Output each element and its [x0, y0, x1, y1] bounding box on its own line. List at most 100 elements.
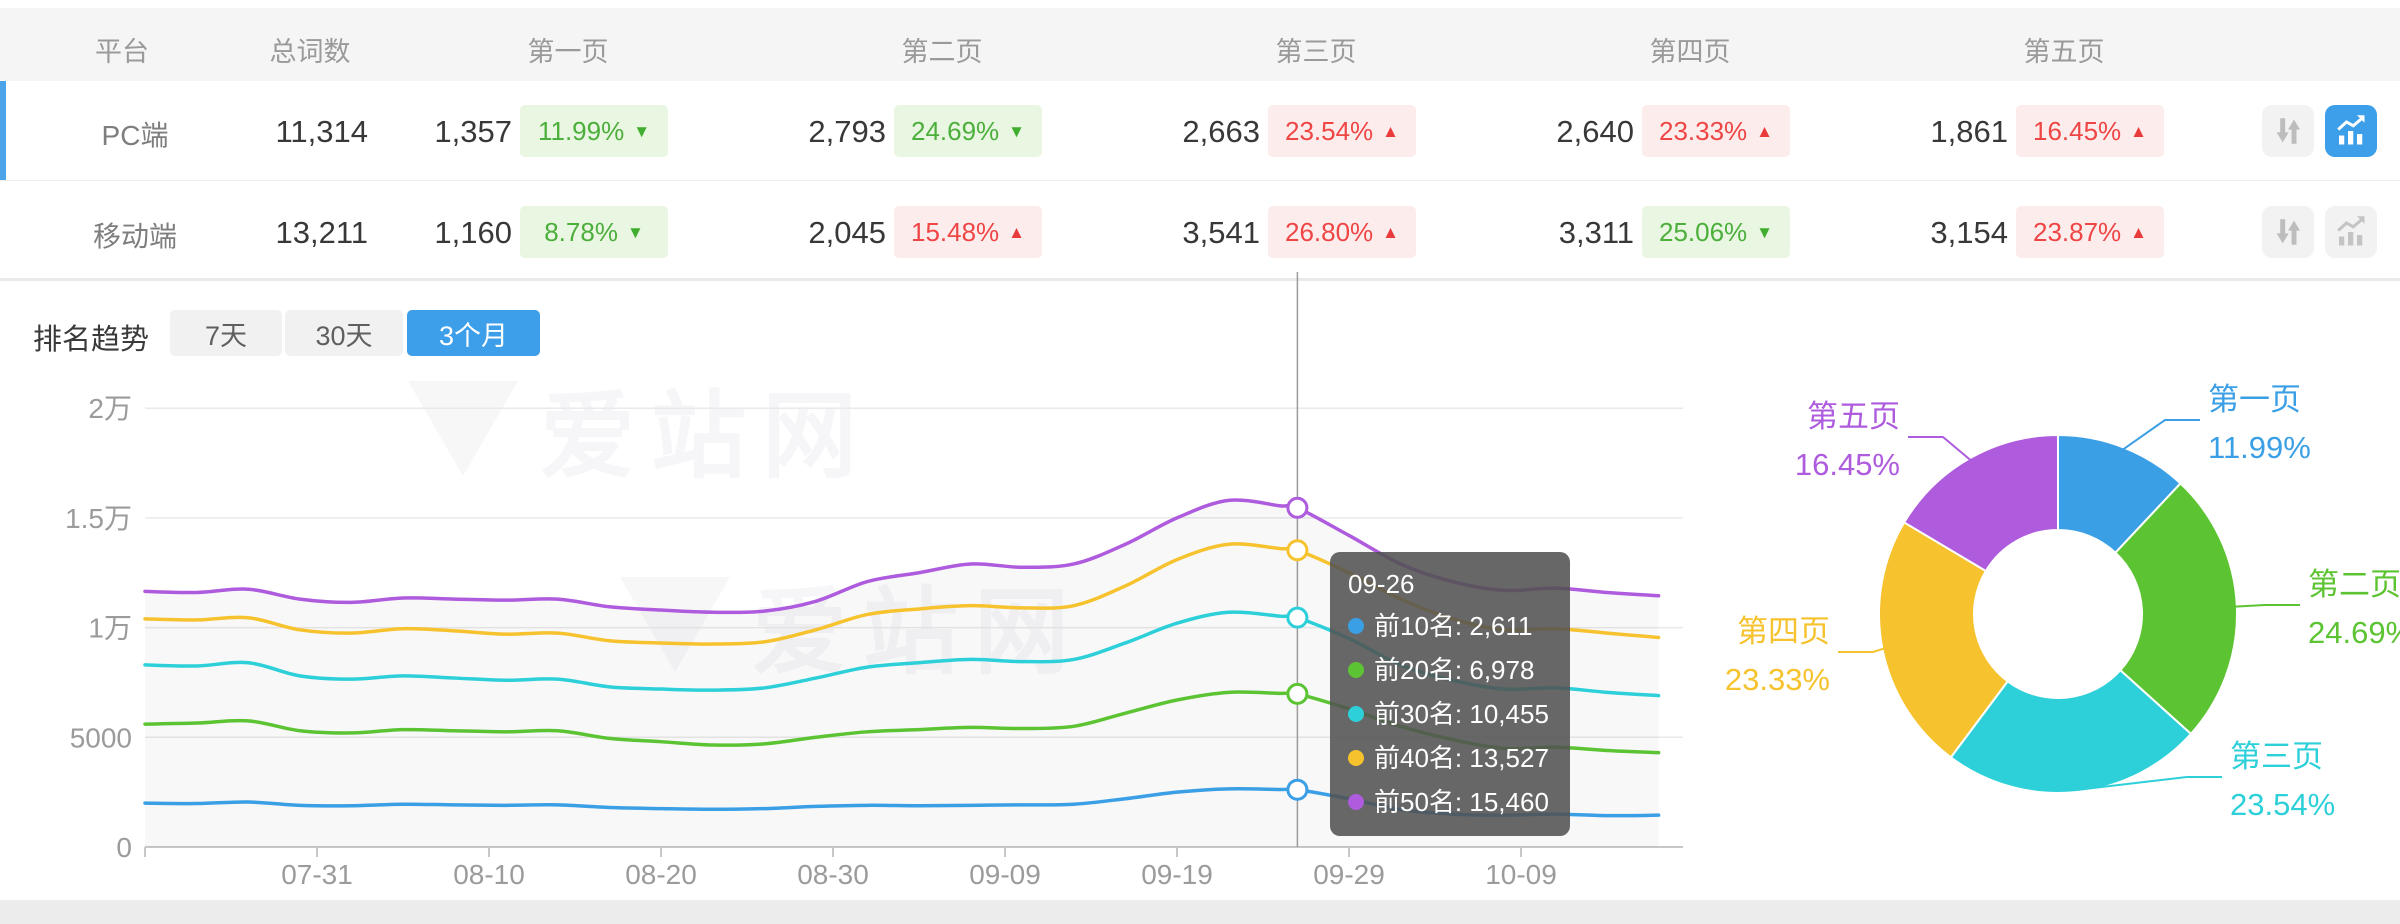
- svg-text:08-20: 08-20: [625, 859, 697, 890]
- page4-change-badge: 25.06% ▼: [1642, 206, 1790, 258]
- col-header-page5: 第五页: [2023, 37, 2105, 67]
- change-pct: 23.33%: [1658, 115, 1748, 146]
- trend-chart-icon: [2337, 115, 2365, 145]
- trend-arrow-icon: ▼: [1756, 222, 1773, 242]
- sort-arrows-icon: [2276, 219, 2301, 245]
- sort-arrows-icon: [2276, 118, 2301, 144]
- trend-chart-icon: [2337, 216, 2365, 246]
- page1-change-badge: 11.99% ▼: [520, 105, 668, 157]
- change-pct: 11.99%: [537, 115, 625, 146]
- tooltip-value: 10,455: [1469, 699, 1549, 729]
- svg-text:10-09: 10-09: [1485, 859, 1557, 890]
- col-header-page3: 第三页: [1275, 37, 1357, 67]
- page2-change-badge: 15.48% ▲: [894, 206, 1042, 258]
- table-row-pc[interactable]: PC端 11,314 1,357 11.99% ▼ 2,793 24.69% ▼ 2…: [0, 81, 2400, 181]
- trend-arrow-icon: ▼: [633, 121, 651, 141]
- tooltip-date: 09-26: [1348, 569, 1415, 599]
- change-pct: 26.80%: [1284, 216, 1374, 247]
- svg-text:0: 0: [116, 832, 132, 863]
- page2-change-badge: 24.69% ▼: [894, 105, 1042, 157]
- series-dot-icon: [1348, 750, 1364, 766]
- page1-count: 1,357: [434, 114, 512, 149]
- sort-rank-button[interactable]: [2262, 105, 2314, 157]
- svg-text:11.99%: 11.99%: [2208, 430, 2311, 465]
- svg-text:1.5万: 1.5万: [65, 503, 132, 534]
- svg-text:07-31: 07-31: [281, 859, 353, 890]
- change-pct: 15.48%: [910, 216, 1000, 247]
- sort-rank-button[interactable]: [2262, 206, 2314, 258]
- seo-rank-dashboard: 平台 总词数 第一页 第二页 第三页 第四页 第五页 PC端 11,314 1,…: [0, 0, 2400, 900]
- tooltip-value: 6,978: [1469, 655, 1535, 685]
- page3-count: 2,663: [1182, 114, 1260, 149]
- tooltip-row: 前50名: 15,460: [1348, 780, 1552, 824]
- change-pct: 23.54%: [1284, 115, 1374, 146]
- trend-arrow-icon: ▼: [1008, 121, 1025, 141]
- series-dot-icon: [1348, 662, 1364, 678]
- change-pct: 25.06%: [1658, 216, 1748, 247]
- col-header-total: 总词数: [269, 37, 351, 67]
- page1-change-badge: 8.78% ▼: [520, 206, 668, 258]
- rank-trend-line-chart[interactable]: 0 5000 1万 1.5万 2万 07-31 08-10 08-20 08-30 09-09 09…: [0, 260, 1700, 924]
- footer-strip: [0, 900, 2400, 924]
- trend-arrow-icon: ▲: [1382, 121, 1399, 141]
- tab-30-days[interactable]: 30天: [285, 310, 403, 356]
- section-divider: [0, 278, 2400, 281]
- page1-count: 1,160: [434, 215, 512, 250]
- col-header-page4: 第四页: [1649, 37, 1731, 67]
- tooltip-row: 前10名: 2,611: [1348, 604, 1552, 648]
- tooltip-label: 前40名: [1374, 743, 1455, 773]
- svg-text:5000: 5000: [70, 722, 132, 753]
- table-header-row: 平台 总词数 第一页 第二页 第三页 第四页 第五页: [0, 8, 2400, 81]
- col-header-page2: 第二页: [901, 37, 983, 67]
- trend-arrow-icon: ▲: [1382, 222, 1399, 242]
- platform-label: 移动端: [92, 221, 177, 252]
- page3-change-badge: 23.54% ▲: [1268, 105, 1416, 157]
- tooltip-value: 13,527: [1469, 743, 1549, 773]
- tooltip-label: 前10名: [1374, 611, 1455, 641]
- svg-text:第一页: 第一页: [2208, 382, 2301, 417]
- page5-change-badge: 23.87% ▲: [2016, 206, 2164, 258]
- show-trend-chart-button[interactable]: [2325, 105, 2377, 157]
- series-dot-icon: [1348, 706, 1364, 722]
- page4-count: 3,311: [1558, 215, 1634, 250]
- total-words-value: 11,314: [275, 114, 368, 149]
- tooltip-row: 前20名: 6,978: [1348, 648, 1552, 692]
- page-distribution-donut-chart[interactable]: 第一页 11.99% 第二页 24.69% 第三页 23.54% 第四页 23.33% 第五页 1…: [1700, 330, 2400, 900]
- svg-text:08-30: 08-30: [797, 859, 869, 890]
- trend-section-title: 排名趋势: [33, 324, 150, 356]
- svg-text:09-09: 09-09: [969, 859, 1041, 890]
- page4-change-badge: 23.33% ▲: [1642, 105, 1790, 157]
- svg-text:24.69%: 24.69%: [2308, 615, 2400, 650]
- page5-count: 1,861: [1930, 114, 2008, 149]
- col-header-platform: 平台: [95, 37, 149, 67]
- page5-change-badge: 16.45% ▲: [2016, 105, 2164, 157]
- platform-label: PC端: [101, 120, 169, 151]
- tooltip-row: 前30名: 10,455: [1348, 692, 1552, 736]
- change-pct: 8.78%: [544, 216, 618, 247]
- tooltip-label: 前20名: [1374, 655, 1455, 685]
- trend-arrow-icon: ▲: [2130, 121, 2147, 141]
- series-dot-icon: [1348, 794, 1364, 810]
- page4-count: 2,640: [1556, 114, 1634, 149]
- svg-text:第二页: 第二页: [2308, 567, 2400, 602]
- page3-change-badge: 26.80% ▲: [1268, 206, 1416, 258]
- tooltip-label: 前50名: [1374, 787, 1455, 817]
- tab-3-months[interactable]: 3个月: [407, 310, 540, 356]
- change-pct: 23.87%: [2032, 216, 2122, 247]
- tooltip-value: 15,460: [1469, 787, 1549, 817]
- chart-tooltip: 09-26 前10名: 2,611 前20名: 6,978 前30名: 10,4…: [1330, 552, 1570, 836]
- svg-text:第三页: 第三页: [2230, 739, 2323, 774]
- trend-arrow-icon: ▼: [626, 222, 644, 242]
- svg-text:第四页: 第四页: [1737, 614, 1830, 649]
- total-words-value: 13,211: [275, 215, 368, 250]
- table-row-mobile[interactable]: 移动端 13,211 1,160 8.78% ▼ 2,045 15.48% ▲ 3,…: [0, 182, 2400, 282]
- change-pct: 24.69%: [910, 115, 1000, 146]
- show-trend-chart-button[interactable]: [2325, 206, 2377, 258]
- col-header-page1: 第一页: [527, 37, 609, 67]
- tooltip-value: 2,611: [1469, 611, 1533, 641]
- svg-text:16.45%: 16.45%: [1795, 447, 1900, 482]
- svg-text:2万: 2万: [88, 393, 132, 424]
- svg-text:1万: 1万: [88, 613, 132, 644]
- tab-7-days[interactable]: 7天: [170, 310, 282, 356]
- tooltip-label: 前30名: [1374, 699, 1455, 729]
